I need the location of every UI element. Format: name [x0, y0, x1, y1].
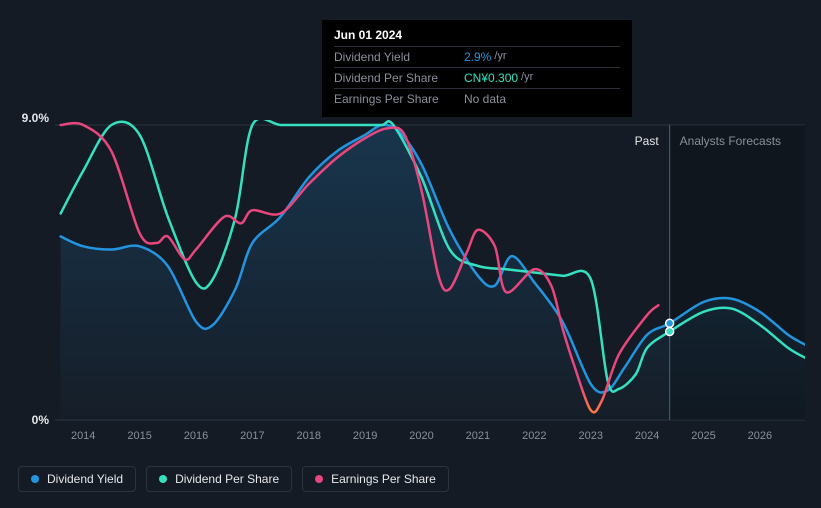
y-axis-min-label: 0% [32, 413, 49, 427]
tooltip-row: Dividend Per ShareCN¥0.300/yr [334, 67, 620, 88]
tooltip-row-value: No data [464, 92, 506, 106]
x-axis-tick-label: 2014 [71, 430, 95, 442]
x-axis-tick-label: 2016 [184, 430, 208, 442]
x-axis-tick-label: 2020 [409, 430, 433, 442]
chart-tooltip: Jun 01 2024 Dividend Yield2.9%/yrDividen… [322, 20, 632, 117]
tooltip-row-value: 2.9% [464, 50, 491, 64]
x-axis-tick-label: 2018 [297, 430, 321, 442]
tooltip-date: Jun 01 2024 [334, 28, 620, 46]
x-axis-tick-label: 2023 [578, 430, 602, 442]
legend-dot-icon [159, 475, 167, 483]
legend-item[interactable]: Dividend Yield [18, 466, 136, 492]
x-axis-tick-label: 2017 [240, 430, 264, 442]
tooltip-row: Dividend Yield2.9%/yr [334, 46, 620, 67]
y-axis-max-label: 9.0% [22, 111, 49, 125]
tooltip-row-label: Dividend Yield [334, 50, 464, 64]
x-axis-tick-label: 2021 [466, 430, 490, 442]
legend-item-label: Dividend Yield [47, 472, 123, 486]
x-axis-tick-label: 2026 [748, 430, 772, 442]
chart-legend: Dividend Yield Dividend Per Share Earnings… [18, 466, 449, 492]
tooltip-row-suffix: /yr [494, 50, 506, 64]
legend-item-label: Earnings Per Share [331, 472, 436, 486]
tooltip-row: Earnings Per ShareNo data [334, 88, 620, 109]
x-axis-tick-label: 2025 [691, 430, 715, 442]
legend-dot-icon [31, 475, 39, 483]
x-axis-tick-label: 2015 [127, 430, 151, 442]
dividend-chart: 9.0% 0% 2014 2015 2016 2017 2018 2019 2020 2021… [0, 0, 821, 508]
legend-item[interactable]: Dividend Per Share [146, 466, 292, 492]
x-axis-tick-label: 2019 [353, 430, 377, 442]
legend-item[interactable]: Earnings Per Share [302, 466, 449, 492]
legend-item-label: Dividend Per Share [175, 472, 279, 486]
tooltip-row-label: Dividend Per Share [334, 71, 464, 85]
tooltip-row-value: CN¥0.300 [464, 71, 518, 85]
region-label-past: Past [635, 134, 659, 148]
tooltip-row-suffix: /yr [521, 71, 533, 85]
region-label-forecast: Analysts Forecasts [680, 134, 781, 148]
legend-dot-icon [315, 475, 323, 483]
x-axis-tick-label: 2024 [635, 430, 659, 442]
x-axis-tick-label: 2022 [522, 430, 546, 442]
tooltip-row-label: Earnings Per Share [334, 92, 464, 106]
